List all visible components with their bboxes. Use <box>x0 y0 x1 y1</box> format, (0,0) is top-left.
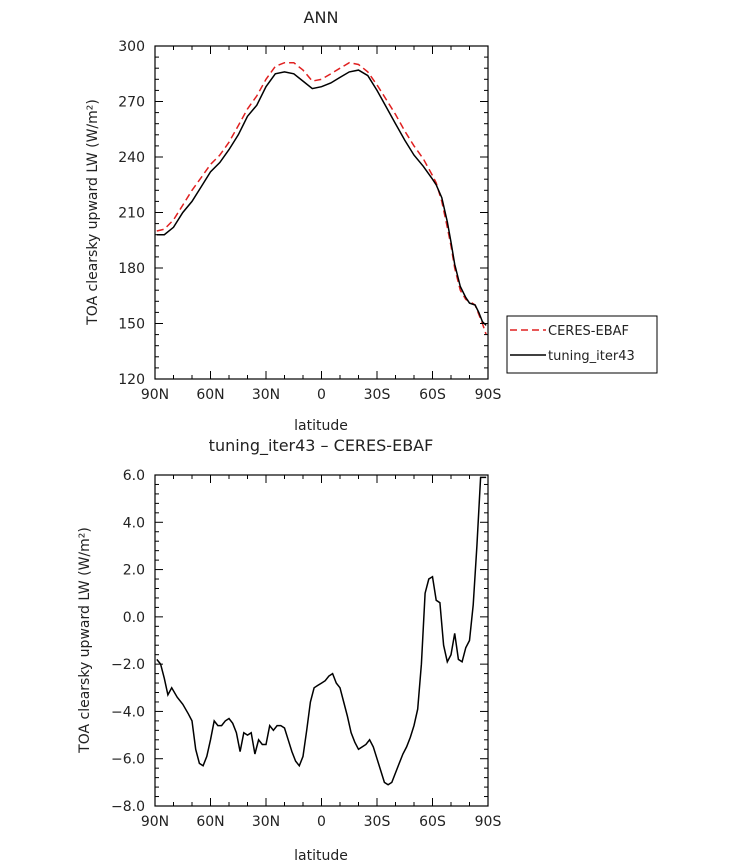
top-plot-series <box>156 61 487 335</box>
bottom-plot-ticks: 90N 60N 30N 0 30S 60S 90S −8.0 −6.0 −4.0 −2.0 0.0 2.… <box>111 468 501 830</box>
y-tick-label: −4.0 <box>111 704 145 720</box>
difference-line <box>156 476 487 786</box>
x-tick-label: 90N <box>141 814 169 830</box>
x-tick-label: 0 <box>317 814 326 830</box>
y-tick-label: 180 <box>118 261 145 277</box>
legend-box <box>506 315 658 374</box>
x-tick-label: 30S <box>364 814 391 830</box>
y-tick-label: 240 <box>118 150 145 166</box>
x-tick-label: 60S <box>419 387 446 403</box>
top-plot-ticks: 90N 60N 30N 0 30S 60S 90S 120 150 180 210 240 270 300 <box>118 39 501 403</box>
bottom-plot: tuning_iter43 – CERES-EBAF 90N 60N 30N 0 30S… <box>77 436 501 864</box>
bottom-plot-title: tuning_iter43 – CERES-EBAF <box>209 436 434 456</box>
bottom-plot-ylabel: TOA clearsky upward LW (W/m²) <box>77 527 93 754</box>
x-tick-label: 90N <box>141 387 169 403</box>
x-tick-label: 60S <box>419 814 446 830</box>
y-tick-label: −8.0 <box>111 799 145 815</box>
y-tick-label: 300 <box>118 39 145 55</box>
top-plot: ANN 90N 60N 30N 0 30S 60S 90S 120 150 180 210 240 27… <box>85 8 658 434</box>
legend: CERES-EBAF tuning_iter43 <box>506 315 658 374</box>
x-tick-label: 60N <box>196 387 224 403</box>
y-tick-label: 150 <box>118 317 145 333</box>
tuning-iter43-line <box>156 69 487 326</box>
y-tick-label: −6.0 <box>111 752 145 768</box>
x-tick-label: 90S <box>475 814 502 830</box>
y-tick-label: 0.0 <box>123 610 145 626</box>
top-plot-xlabel: latitude <box>294 418 348 434</box>
y-tick-label: −2.0 <box>111 657 145 673</box>
x-tick-label: 30N <box>252 387 280 403</box>
x-tick-label: 90S <box>475 387 502 403</box>
legend-label-ceres: CERES-EBAF <box>548 324 629 339</box>
x-tick-label: 30S <box>364 387 391 403</box>
x-tick-label: 30N <box>252 814 280 830</box>
y-tick-label: 270 <box>118 95 145 111</box>
top-plot-title: ANN <box>304 8 339 27</box>
legend-label-tuning: tuning_iter43 <box>548 349 635 364</box>
y-tick-label: 6.0 <box>123 468 145 484</box>
top-plot-ylabel: TOA clearsky upward LW (W/m²) <box>85 99 101 326</box>
ceres-ebaf-line <box>156 61 487 335</box>
y-tick-label: 120 <box>118 372 145 388</box>
y-tick-label: 2.0 <box>123 563 145 579</box>
bottom-plot-xlabel: latitude <box>294 848 348 864</box>
y-tick-label: 210 <box>118 206 145 222</box>
bottom-plot-series <box>156 476 487 786</box>
x-tick-label: 0 <box>317 387 326 403</box>
x-tick-label: 60N <box>196 814 224 830</box>
bottom-plot-frame <box>154 474 489 807</box>
top-plot-frame <box>154 45 489 380</box>
y-tick-label: 4.0 <box>123 515 145 531</box>
